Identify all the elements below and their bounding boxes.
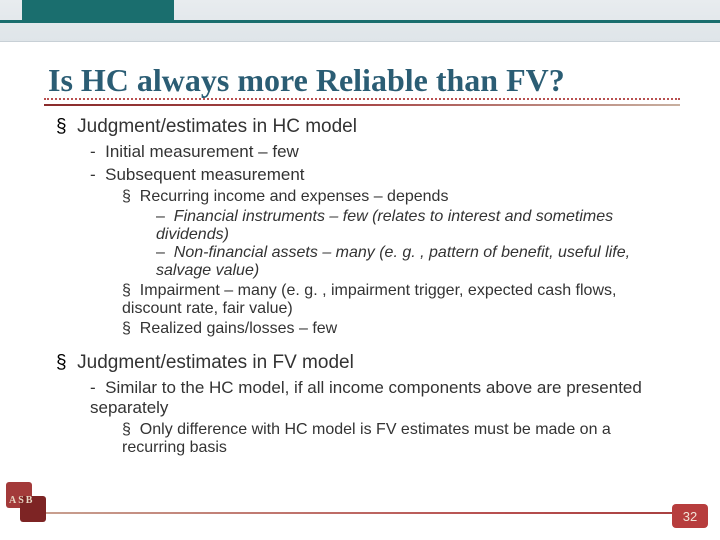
teal-rule <box>0 20 720 23</box>
bullet-l1: Judgment/estimates in HC model <box>56 116 676 138</box>
bullet-l2: Subsequent measurement <box>90 165 676 185</box>
bullet-l4: Non-financial assets – many (e. g. , pat… <box>156 244 676 280</box>
fasb-logo: ASB <box>6 482 46 522</box>
slide-title: Is HC always more Reliable than FV? <box>48 62 678 99</box>
content-body: Judgment/estimates in HC model Initial m… <box>56 112 676 459</box>
bullet-l1: Judgment/estimates in FV model <box>56 352 676 374</box>
footer-rule <box>44 512 680 514</box>
bullet-l3: Only difference with HC model is FV esti… <box>122 421 676 457</box>
title-dotted-rule <box>44 98 680 100</box>
bullet-l3: Recurring income and expenses – depends <box>122 188 676 206</box>
bullet-l3: Impairment – many (e. g. , impairment tr… <box>122 282 676 318</box>
slide: Is HC always more Reliable than FV? Judg… <box>0 0 720 540</box>
title-underline <box>44 104 680 106</box>
bullet-l4: Financial instruments – few (relates to … <box>156 208 676 244</box>
teal-accent-block <box>22 0 174 20</box>
page-number: 32 <box>683 509 697 524</box>
logo-text: ASB <box>9 495 34 506</box>
bullet-l2: Initial measurement – few <box>90 142 676 162</box>
bullet-l3: Realized gains/losses – few <box>122 320 676 338</box>
bullet-l2: Similar to the HC model, if all income c… <box>90 378 676 418</box>
page-number-box: 32 <box>672 504 708 528</box>
